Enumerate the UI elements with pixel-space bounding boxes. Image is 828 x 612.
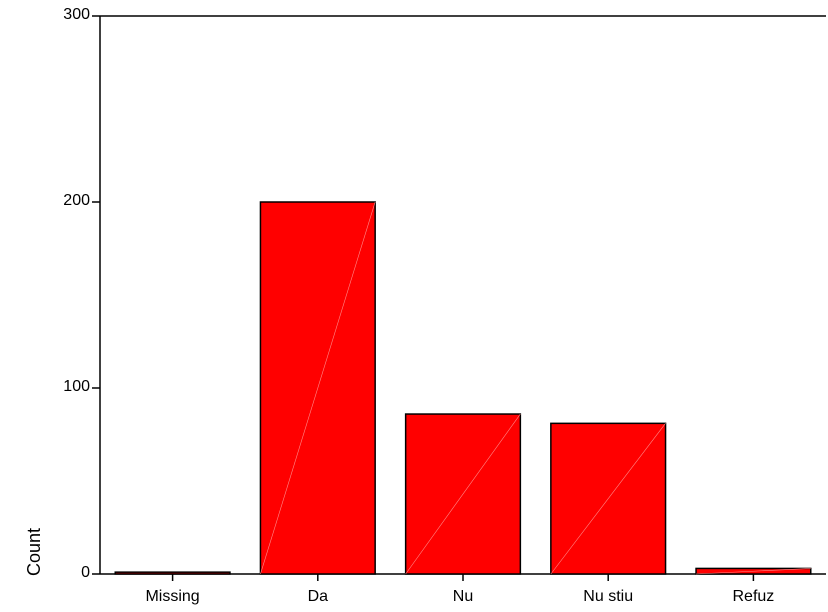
bar-shading-line bbox=[550, 423, 666, 575]
bar-shading-line bbox=[405, 413, 521, 575]
x-tick-label: Refuz bbox=[733, 588, 775, 605]
y-tick-label: 100 bbox=[63, 378, 90, 395]
x-axis: Missing Da Nu Nu stiu Refuz bbox=[100, 573, 826, 605]
x-tick-label: Missing bbox=[145, 588, 199, 605]
y-axis-title: Count bbox=[24, 528, 44, 576]
y-tick-label: 0 bbox=[81, 564, 90, 581]
x-tick-label: Nu bbox=[453, 588, 473, 605]
y-tick-label: 300 bbox=[63, 6, 90, 23]
y-axis: 0 100 200 300 bbox=[63, 6, 101, 581]
y-tick-label: 200 bbox=[63, 192, 90, 209]
x-tick-label: Nu stiu bbox=[583, 588, 633, 605]
bar-shading-line bbox=[696, 568, 811, 575]
x-tick-label: Da bbox=[308, 588, 329, 605]
bar-shading-line bbox=[260, 201, 376, 575]
bar-missing bbox=[114, 571, 231, 575]
bars bbox=[114, 201, 812, 575]
